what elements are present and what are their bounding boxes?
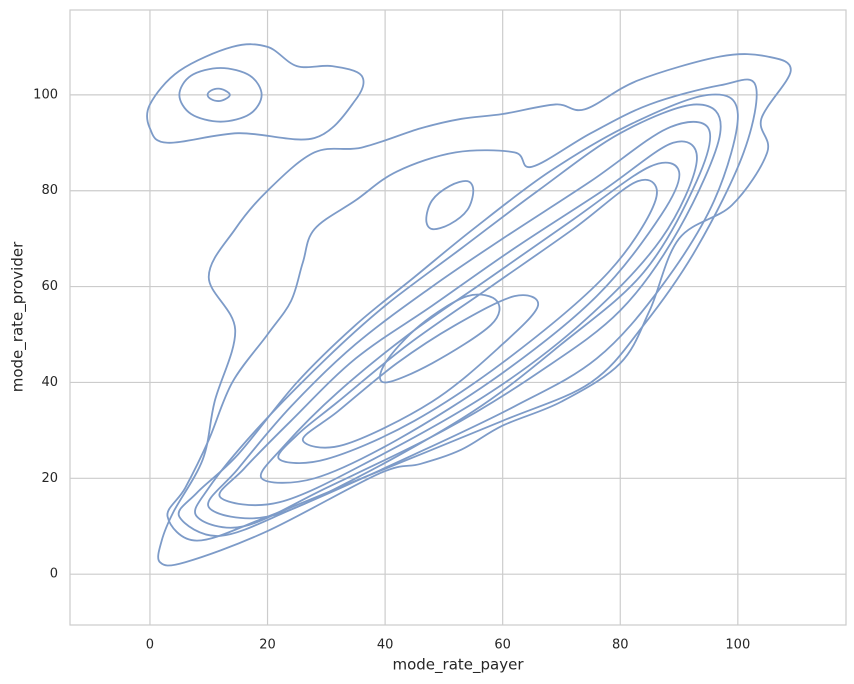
y-tick-label: 80 [41,183,58,198]
y-tick-label: 0 [50,567,58,582]
contour-line [425,180,475,231]
contour-line [157,53,792,567]
x-tick-label: 0 [146,638,154,653]
y-tick-label: 20 [41,471,58,486]
y-tick-label: 60 [41,279,58,294]
contour-line [277,179,658,464]
contour-line [206,87,231,102]
x-tick-label: 60 [494,638,511,653]
contour-line [166,78,758,542]
contour-line [259,161,681,484]
contour-line [177,93,739,537]
contours [146,43,792,567]
contour-line [301,294,539,449]
contour-line [218,140,698,506]
y-axis-label: mode_rate_provider [9,241,28,392]
contour-line [207,120,712,520]
plot-area [69,9,847,626]
x-axis-label: mode_rate_payer [393,656,525,675]
y-tick-label: 100 [33,87,58,102]
contour-line [379,293,501,384]
contour-line [178,67,263,123]
x-tick-label: 40 [377,638,394,653]
y-tick-label: 40 [41,375,58,390]
x-tick-label: 80 [612,638,629,653]
x-tick-label: 100 [725,638,750,653]
x-tick-label: 20 [259,638,276,653]
contour-line [194,103,722,529]
contour-line [146,43,365,144]
